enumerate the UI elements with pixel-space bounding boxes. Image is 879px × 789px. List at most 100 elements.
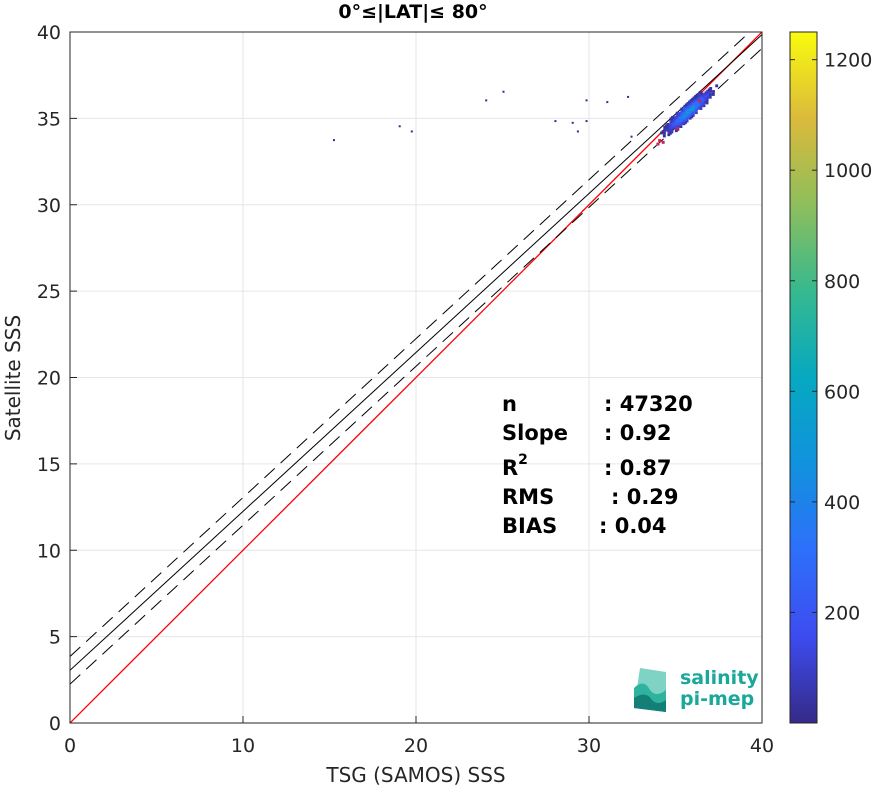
colorbar: 200 400 600 800 1000 1200 (789, 31, 872, 724)
density-cell (678, 114, 682, 118)
density-cell (576, 130, 579, 133)
density-cell (706, 92, 709, 96)
colorbar-tick-label: 200 (824, 602, 860, 624)
density-cell (668, 131, 672, 135)
density-cell (677, 116, 680, 120)
density-cell (606, 101, 609, 104)
density-cell (666, 125, 670, 129)
density-cell (682, 122, 686, 126)
density-cell (701, 99, 705, 103)
density-cell (660, 131, 663, 135)
x-tick-label: 40 (750, 735, 774, 757)
density-cell (685, 116, 689, 120)
y-tick-label: 0 (49, 713, 61, 735)
density-cell (585, 99, 588, 102)
density-cell (672, 126, 675, 130)
density-cell (698, 105, 701, 109)
density-cell (669, 126, 673, 129)
density-cell (698, 93, 702, 97)
density-cell (681, 120, 685, 124)
density-cell (702, 101, 706, 105)
density-cell (664, 124, 668, 128)
density-cell (675, 111, 679, 115)
density-cell (398, 125, 401, 128)
fit-band-line (70, 32, 751, 657)
logo-line2: pi-mep (680, 688, 754, 710)
density-cell (708, 95, 712, 99)
y-tick-label: 25 (37, 281, 61, 303)
y-axis-label: Satellite SSS (1, 315, 25, 441)
reference-lines (70, 32, 762, 723)
density-cell (684, 118, 688, 121)
density-cell (676, 124, 680, 128)
density-cell (687, 112, 691, 116)
density-cell (704, 91, 708, 95)
stat-value: : 0.04 (599, 514, 667, 538)
stat-label: Slope (502, 421, 568, 445)
density-cell (707, 88, 711, 92)
density-cell (692, 96, 696, 100)
density-cell (687, 115, 691, 119)
density-cell (704, 99, 708, 103)
density-cell (687, 106, 691, 110)
density-cell (485, 99, 488, 102)
density-cell (674, 116, 677, 119)
density-cell (692, 99, 696, 103)
density-cell (709, 89, 712, 93)
density-cell (690, 109, 694, 113)
density-cell (684, 120, 687, 124)
density-cell (678, 111, 682, 115)
density-cell (701, 93, 705, 97)
density-cell (664, 127, 668, 131)
density-cell (678, 117, 682, 121)
density-cell (683, 107, 687, 111)
density-cell (690, 112, 694, 116)
density-cell (686, 110, 689, 114)
density-cell (692, 108, 695, 112)
identity-line (70, 32, 762, 723)
density-cell (699, 101, 703, 105)
density-cell (695, 108, 698, 112)
density-cell (662, 134, 666, 138)
density-cell (695, 102, 699, 106)
density-cell-outlier (658, 139, 662, 143)
density-cell (671, 115, 675, 119)
density-cell-outlier (661, 140, 665, 144)
stat-value: : 0.29 (611, 485, 679, 509)
density-cell (695, 105, 699, 109)
density-cell (691, 111, 695, 114)
y-tick-label: 35 (37, 108, 61, 130)
density-cell (699, 107, 703, 110)
density-cell (688, 113, 692, 117)
density-cell (685, 113, 689, 117)
density-cell (674, 129, 678, 133)
density-cell (676, 119, 680, 122)
wave-logo-icon (634, 668, 666, 712)
density-cell (675, 120, 679, 124)
density-cell (667, 127, 671, 131)
colorbar-tick-label: 1200 (824, 50, 872, 72)
density-cell (681, 112, 685, 115)
x-tick-label: 0 (64, 735, 76, 757)
density-cell-outlier (697, 99, 701, 103)
density-cell (671, 118, 674, 122)
density-cell (684, 112, 688, 116)
density-cell (696, 106, 700, 110)
density-cell-outlier (656, 142, 660, 146)
density-cell (689, 110, 692, 114)
density-cell (688, 116, 692, 120)
stat-value: : 0.87 (604, 456, 672, 480)
density-cell (697, 95, 700, 99)
density-cell (680, 110, 684, 114)
x-ticks: 0 10 20 30 40 (64, 716, 774, 757)
density-cell (707, 91, 711, 95)
y-tick-label: 20 (37, 368, 61, 390)
density-cell (661, 130, 665, 133)
fit-line (70, 34, 762, 671)
density-cell (701, 102, 705, 106)
density-cell (700, 95, 703, 99)
colorbar-tick-label: 1000 (824, 160, 872, 182)
density-cell (677, 113, 681, 117)
density-cell (663, 125, 667, 129)
